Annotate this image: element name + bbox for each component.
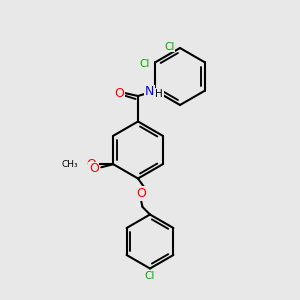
Text: O: O (89, 162, 99, 175)
Text: O: O (86, 158, 96, 171)
Text: O: O (114, 86, 124, 100)
Text: Cl: Cl (164, 41, 175, 52)
Text: O: O (136, 187, 146, 200)
Text: N: N (145, 85, 154, 98)
Text: Cl: Cl (140, 59, 150, 69)
Text: CH₃: CH₃ (61, 160, 78, 169)
Text: Cl: Cl (145, 271, 155, 281)
Text: H: H (155, 89, 163, 99)
